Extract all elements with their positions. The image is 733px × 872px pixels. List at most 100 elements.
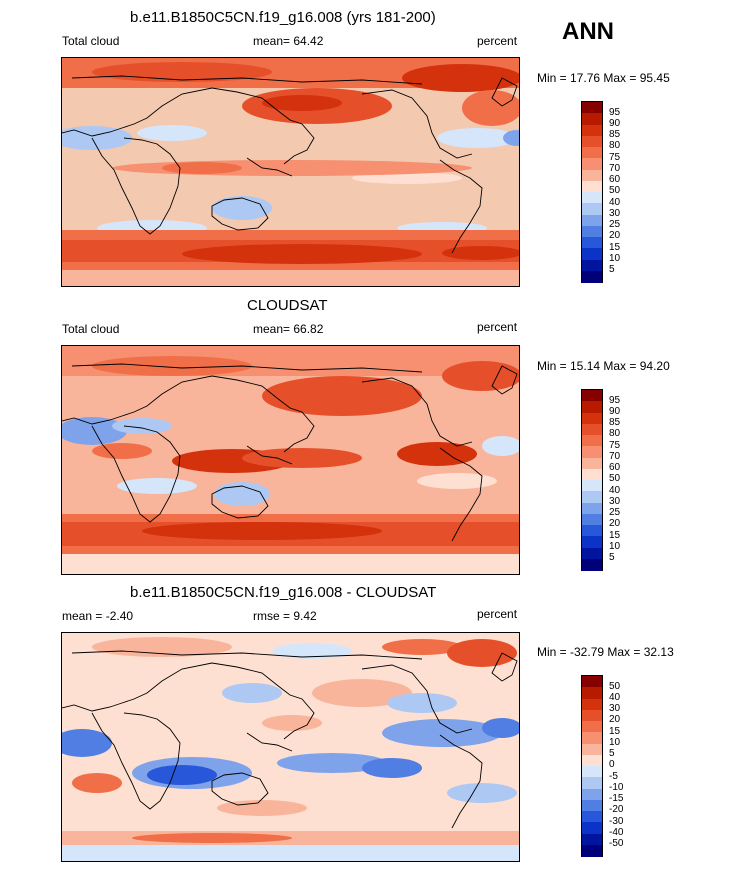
panel2-variable-label: Total cloud: [62, 322, 120, 336]
colorbar-swatch: [582, 237, 602, 249]
panel1-colorbar-label: 95: [609, 107, 621, 118]
colorbar-swatch: [582, 135, 602, 148]
colorbar-swatch: [582, 709, 602, 722]
colorbar-swatch: [582, 777, 602, 789]
panel3-colorbar-label: 0: [609, 759, 615, 770]
panel1-map-field: [62, 58, 519, 286]
panel2-map: [61, 345, 520, 575]
colorbar-swatch: [582, 766, 602, 778]
panel1-colorbar-label: 25: [609, 219, 621, 230]
panel2-colorbar-label: 50: [609, 473, 621, 484]
panel3-colorbar-label: 40: [609, 692, 621, 703]
panel1-colorbar-label: 20: [609, 230, 621, 241]
panel1-min-max: Min = 17.76 Max = 95.45: [537, 71, 670, 85]
panel3-colorbar-label: -15: [609, 793, 624, 804]
panel3-mean-label: mean = -2.40: [62, 609, 134, 623]
panel3-colorbar-label: 5: [609, 748, 615, 759]
colorbar-swatch: [582, 457, 602, 470]
colorbar-swatch: [582, 844, 602, 857]
colorbar-swatch: [582, 158, 602, 170]
colorbar-swatch: [582, 180, 602, 193]
panel3-colorbar-label: -20: [609, 804, 624, 815]
colorbar-swatch: [582, 698, 602, 711]
panel1-colorbar-label: 70: [609, 163, 621, 174]
colorbar-swatch: [582, 192, 602, 204]
colorbar-swatch: [582, 822, 602, 834]
colorbar-swatch: [582, 412, 602, 425]
panel1-colorbar-label: 80: [609, 140, 621, 151]
panel3-colorbar-label: -30: [609, 816, 624, 827]
panel2-colorbar: [581, 389, 603, 571]
panel2-units-label: percent: [477, 320, 518, 334]
colorbar-swatch: [582, 732, 602, 744]
panel1-title: b.e11.B1850C5CN.f19_g16.008 (yrs 181-200…: [130, 9, 436, 26]
panel3-rmse-label: rmse = 9.42: [253, 609, 317, 623]
colorbar-swatch: [582, 721, 602, 733]
panel3-map-field: [62, 633, 519, 861]
colorbar-swatch: [582, 401, 602, 413]
colorbar-swatch: [582, 203, 602, 215]
colorbar-swatch: [582, 676, 602, 688]
panel1-colorbar-label: 15: [609, 242, 621, 253]
panel2-colorbar-label: 10: [609, 541, 621, 552]
colorbar-swatch: [582, 743, 602, 756]
panel3-colorbar-label: -40: [609, 827, 624, 838]
panel1-colorbar-label: 50: [609, 185, 621, 196]
colorbar-swatch: [582, 799, 602, 812]
panel2-colorbar-label: 15: [609, 530, 621, 541]
panel1-variable-label: Total cloud: [62, 34, 120, 48]
panel1-colorbar-label: 90: [609, 118, 621, 129]
panel2-colorbar-label: 85: [609, 417, 621, 428]
colorbar-swatch: [582, 446, 602, 458]
colorbar-swatch: [582, 480, 602, 492]
panel3-colorbar-label: 20: [609, 714, 621, 725]
colorbar-swatch: [582, 558, 602, 571]
colorbar-swatch: [582, 491, 602, 503]
panel3-colorbar-label: -10: [609, 782, 624, 793]
colorbar-swatch: [582, 169, 602, 182]
panel3-colorbar-label: -50: [609, 838, 624, 849]
colorbar-swatch: [582, 502, 602, 515]
panel2-colorbar-label: 95: [609, 395, 621, 406]
colorbar-swatch: [582, 833, 602, 846]
panel2-colorbar-label: 5: [609, 552, 615, 563]
panel3-colorbar-label: -5: [609, 771, 618, 782]
panel2-colorbar-label: 60: [609, 462, 621, 473]
panel1-colorbar-label: 10: [609, 253, 621, 264]
colorbar-swatch: [582, 513, 602, 526]
colorbar-swatch: [582, 147, 602, 159]
colorbar-swatch: [582, 113, 602, 125]
colorbar-swatch: [582, 225, 602, 238]
panel2-colorbar-label: 70: [609, 451, 621, 462]
panel2-colorbar-label: 40: [609, 485, 621, 496]
panel1-colorbar-label: 40: [609, 197, 621, 208]
panel3-map: [61, 632, 520, 862]
colorbar-swatch: [582, 788, 602, 801]
colorbar-swatch: [582, 214, 602, 227]
panel3-min-max: Min = -32.79 Max = 32.13: [537, 645, 674, 659]
colorbar-swatch: [582, 390, 602, 402]
panel1-colorbar-label: 30: [609, 208, 621, 219]
panel2-colorbar-label: 25: [609, 507, 621, 518]
colorbar-swatch: [582, 468, 602, 481]
colorbar-swatch: [582, 423, 602, 436]
panel1-units-label: percent: [477, 34, 518, 48]
panel3-colorbar-label: 10: [609, 737, 621, 748]
panel1-colorbar-label: 60: [609, 174, 621, 185]
panel1-map: [61, 57, 520, 287]
colorbar-swatch: [582, 270, 602, 283]
colorbar-swatch: [582, 435, 602, 447]
panel3-colorbar: [581, 675, 603, 857]
panel3-colorbar-label: 30: [609, 703, 621, 714]
panel2-colorbar-label: 90: [609, 406, 621, 417]
colorbar-swatch: [582, 754, 602, 767]
panel2-colorbar-label: 20: [609, 518, 621, 529]
panel1-colorbar: [581, 101, 603, 283]
colorbar-swatch: [582, 525, 602, 537]
panel2-title: CLOUDSAT: [247, 297, 328, 314]
colorbar-swatch: [582, 102, 602, 114]
colorbar-swatch: [582, 811, 602, 823]
panel3-title: b.e11.B1850C5CN.f19_g16.008 - CLOUDSAT: [130, 584, 437, 601]
season-label: ANN: [562, 18, 614, 45]
panel2-colorbar-label: 30: [609, 496, 621, 507]
